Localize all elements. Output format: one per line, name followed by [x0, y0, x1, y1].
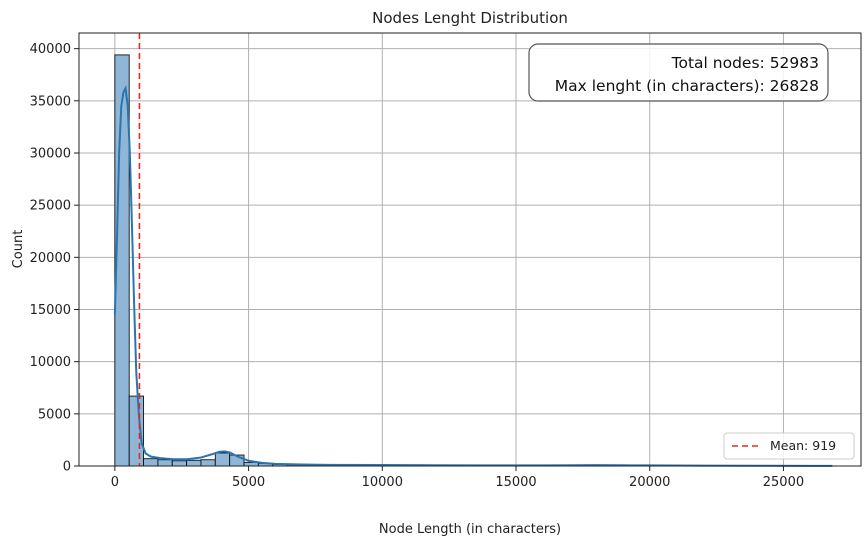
x-tick-label: 20000 [629, 475, 670, 490]
y-axis-ticks: 0 5000 10000 15000 20000 25000 30000 35000 40000 [30, 42, 79, 475]
y-tick-label: 40000 [30, 42, 71, 57]
histogram-bar [143, 458, 159, 467]
legend: Mean: 919 [723, 432, 855, 460]
annotation-box: Total nodes: 52983 Max lenght (in charac… [528, 43, 829, 102]
legend-box [723, 432, 855, 460]
y-tick-label: 10000 [30, 355, 71, 370]
x-tick-label: 5000 [232, 475, 265, 490]
y-tick-label: 20000 [30, 251, 71, 266]
legend-mean-label: Mean: 919 [770, 438, 836, 453]
x-tick-label: 15000 [495, 475, 536, 490]
annotation-total-nodes: Total nodes: 52983 [671, 54, 819, 72]
y-tick-label: 5000 [38, 407, 71, 422]
histogram-bar [157, 459, 173, 467]
grid [79, 33, 861, 467]
histogram-bar [214, 452, 231, 467]
annotation-max-length: Max lenght (in characters): 26828 [555, 77, 819, 95]
y-tick-label: 15000 [30, 303, 71, 318]
x-axis-ticks: 0 5000 10000 15000 20000 25000 [111, 466, 804, 490]
y-tick-label: 0 [63, 460, 71, 475]
histogram-bar [186, 459, 202, 467]
histogram-bar [171, 460, 188, 467]
x-tick-label: 0 [111, 475, 119, 490]
y-tick-label: 30000 [30, 146, 71, 161]
chart-title: Nodes Lenght Distribution [372, 9, 568, 27]
x-tick-label: 25000 [763, 475, 804, 490]
kde-curve [113, 84, 833, 467]
y-tick-label: 35000 [30, 94, 71, 109]
x-axis-label: Node Length (in characters) [379, 522, 561, 537]
y-axis-label: Count [11, 230, 26, 269]
histogram-bar [200, 459, 216, 467]
x-tick-label: 10000 [362, 475, 403, 490]
y-tick-label: 25000 [30, 199, 71, 214]
plot-frame [78, 32, 862, 467]
